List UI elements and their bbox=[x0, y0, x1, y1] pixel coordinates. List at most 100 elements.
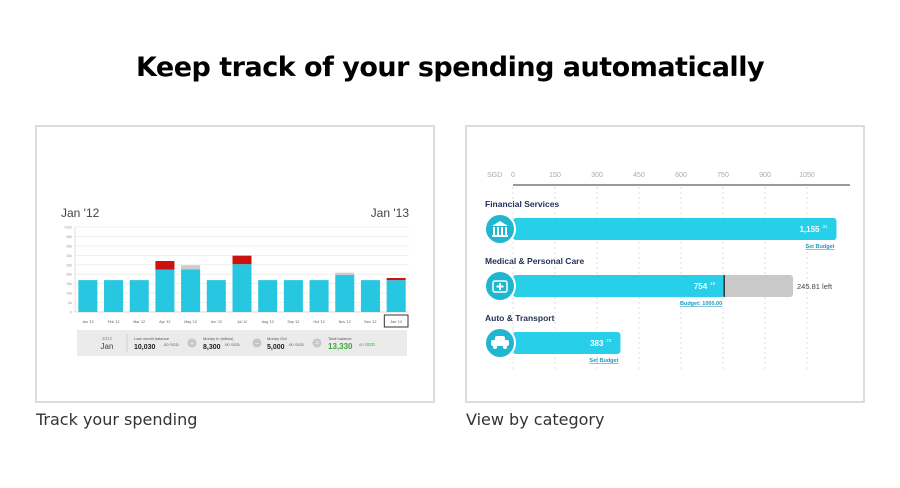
y-tick-label: 35k bbox=[66, 244, 72, 248]
money-out-currency: SGD bbox=[295, 342, 304, 347]
month-bar[interactable] bbox=[386, 280, 406, 312]
summary-month: Jan bbox=[101, 342, 114, 351]
month-bar[interactable] bbox=[78, 280, 98, 312]
category-amount: 1,155 bbox=[799, 225, 820, 234]
category-amount-decimals: .31 bbox=[821, 224, 828, 229]
caption-track-spending: Track your spending bbox=[36, 410, 198, 429]
monthly-spending-chart: Jan '12 Jan '13 SGD 40k 35k 30k 25k 20k 15k 10k… bbox=[61, 206, 409, 356]
money-in-decimals: .00 bbox=[224, 342, 230, 347]
category-spend-bar[interactable] bbox=[513, 332, 621, 354]
category-amount-decimals: .72 bbox=[605, 338, 612, 343]
last-month-decimals: .00 bbox=[163, 342, 169, 347]
y-tick-label: 25k bbox=[66, 263, 72, 267]
category-name: Auto & Transport bbox=[485, 313, 555, 323]
last-month-currency: SGD bbox=[170, 342, 179, 347]
x-tick-label: Oct '12 bbox=[313, 320, 324, 324]
category-name: Medical & Personal Care bbox=[485, 256, 584, 266]
month-bar[interactable] bbox=[360, 280, 380, 312]
overspend-bar bbox=[386, 278, 406, 281]
selected-month-marker[interactable] bbox=[383, 314, 409, 328]
y-tick-label: 40k bbox=[66, 235, 72, 239]
category-amount-decimals: .19 bbox=[709, 281, 716, 286]
month-bar[interactable] bbox=[155, 269, 175, 313]
y-tick-label: 10k bbox=[66, 292, 72, 296]
month-bar[interactable] bbox=[335, 274, 355, 312]
budget-left-text: 245.81 left bbox=[797, 282, 833, 291]
category-name: Financial Services bbox=[485, 199, 559, 209]
money-in-currency: SGD bbox=[231, 342, 240, 347]
axis-tick-label: 150 bbox=[549, 172, 561, 179]
category-amount: 754 bbox=[694, 282, 708, 291]
axis-tick-label: 600 bbox=[675, 172, 687, 179]
axis-tick-label: 450 bbox=[633, 172, 645, 179]
category-rows: Financial Services 1,155.31 Set Budget Medi… bbox=[484, 199, 837, 364]
equals-icon bbox=[312, 338, 322, 348]
month-bar[interactable] bbox=[309, 280, 329, 312]
money-out-label: Money Out bbox=[267, 336, 287, 341]
money-out-decimals: .00 bbox=[288, 342, 294, 347]
overspend-bar bbox=[232, 255, 252, 265]
minus-icon bbox=[252, 338, 262, 348]
y-tick-label: 30k bbox=[66, 254, 72, 258]
month-bar[interactable] bbox=[181, 269, 201, 313]
total-balance-label: Total balance bbox=[328, 336, 352, 341]
total-balance-value: 13,330 bbox=[328, 342, 353, 351]
money-in-value: 8,300 bbox=[203, 344, 221, 351]
balance-summary-bar: 2012 Jan Last month balance 10,030 .00 S… bbox=[77, 330, 407, 356]
x-axis-labels: Jan '12 Feb '12 Mar '12 Apr '12 May '12 Jun '… bbox=[82, 320, 402, 324]
x-tick-label: Jun '12 bbox=[211, 320, 222, 324]
x-tick-label: Apr '12 bbox=[159, 320, 170, 324]
axis-tick-label: 900 bbox=[759, 172, 771, 179]
axis-unit-label: SGD bbox=[487, 172, 502, 179]
category-spending-chart: SGD 0 150 300 450 600 750 900 1050 Financial Se… bbox=[484, 172, 850, 372]
total-balance-currency: SGD bbox=[365, 342, 376, 347]
category-spend-bar[interactable] bbox=[513, 218, 837, 240]
axis-tick-label: 300 bbox=[591, 172, 603, 179]
chart-start-label: Jan '12 bbox=[61, 206, 100, 220]
budget-link[interactable]: Budget: 1000.00 bbox=[680, 301, 722, 307]
category-row[interactable]: Financial Services 1,155.31 Set Budget bbox=[484, 199, 837, 250]
x-tick-label: Nov '12 bbox=[339, 320, 351, 324]
x-tick-label: Dec '12 bbox=[364, 320, 376, 324]
category-row[interactable]: Auto & Transport 383.72 Set Budget bbox=[484, 313, 621, 364]
budget-link[interactable]: Set Budget bbox=[805, 244, 834, 250]
track-spending-panel: Jan '12 Jan '13 SGD 40k 35k 30k 25k 20k 15k 10k… bbox=[35, 125, 435, 403]
page-headline: Keep track of your spending automaticall… bbox=[135, 52, 765, 83]
month-bar[interactable] bbox=[206, 280, 226, 312]
x-tick-label: May '12 bbox=[184, 320, 196, 324]
total-balance-decimals: .00 bbox=[358, 342, 364, 347]
month-bar[interactable] bbox=[129, 280, 149, 312]
y-tick-label: 5k bbox=[68, 301, 72, 305]
x-tick-label: Sep '12 bbox=[287, 320, 299, 324]
month-bar[interactable] bbox=[232, 264, 252, 312]
category-axis-ticks: 0 150 300 450 600 750 900 1050 bbox=[511, 172, 815, 372]
y-tick-label: 20k bbox=[66, 273, 72, 277]
last-month-label: Last month balance bbox=[134, 336, 170, 341]
money-in-label: Money In (inflow) bbox=[203, 336, 234, 341]
plus-icon bbox=[187, 338, 197, 348]
axis-tick-label: 0 bbox=[511, 172, 515, 179]
budget-link[interactable]: Set Budget bbox=[589, 358, 618, 364]
y-tick-label: SGD bbox=[64, 226, 72, 230]
x-tick-label: Jan '13 bbox=[390, 320, 401, 324]
month-bar[interactable] bbox=[258, 280, 278, 312]
plus-symbol: + bbox=[190, 341, 194, 348]
month-bar[interactable] bbox=[283, 280, 303, 312]
monthly-bars bbox=[78, 255, 406, 313]
axis-tick-label: 750 bbox=[717, 172, 729, 179]
category-row[interactable]: Medical & Personal Care 754.19 245.81 left… bbox=[484, 256, 833, 307]
last-month-value: 10,030 bbox=[134, 344, 156, 351]
y-tick-label: 15k bbox=[66, 282, 72, 286]
remaining-budget-bar bbox=[181, 265, 201, 270]
category-spend-bar[interactable] bbox=[513, 275, 725, 297]
month-bar[interactable] bbox=[104, 280, 124, 312]
axis-tick-label: 1050 bbox=[799, 172, 815, 179]
x-tick-label: Mar '12 bbox=[133, 320, 145, 324]
remaining-budget-bar bbox=[335, 272, 355, 275]
caption-view-by-category: View by category bbox=[466, 410, 605, 429]
summary-year: 2012 bbox=[102, 336, 113, 341]
category-amount: 383 bbox=[590, 339, 604, 348]
x-tick-label: Jul '12 bbox=[237, 320, 247, 324]
category-panel: SGD 0 150 300 450 600 750 900 1050 Financial Se… bbox=[465, 125, 865, 403]
equals-symbol: = bbox=[315, 341, 319, 348]
